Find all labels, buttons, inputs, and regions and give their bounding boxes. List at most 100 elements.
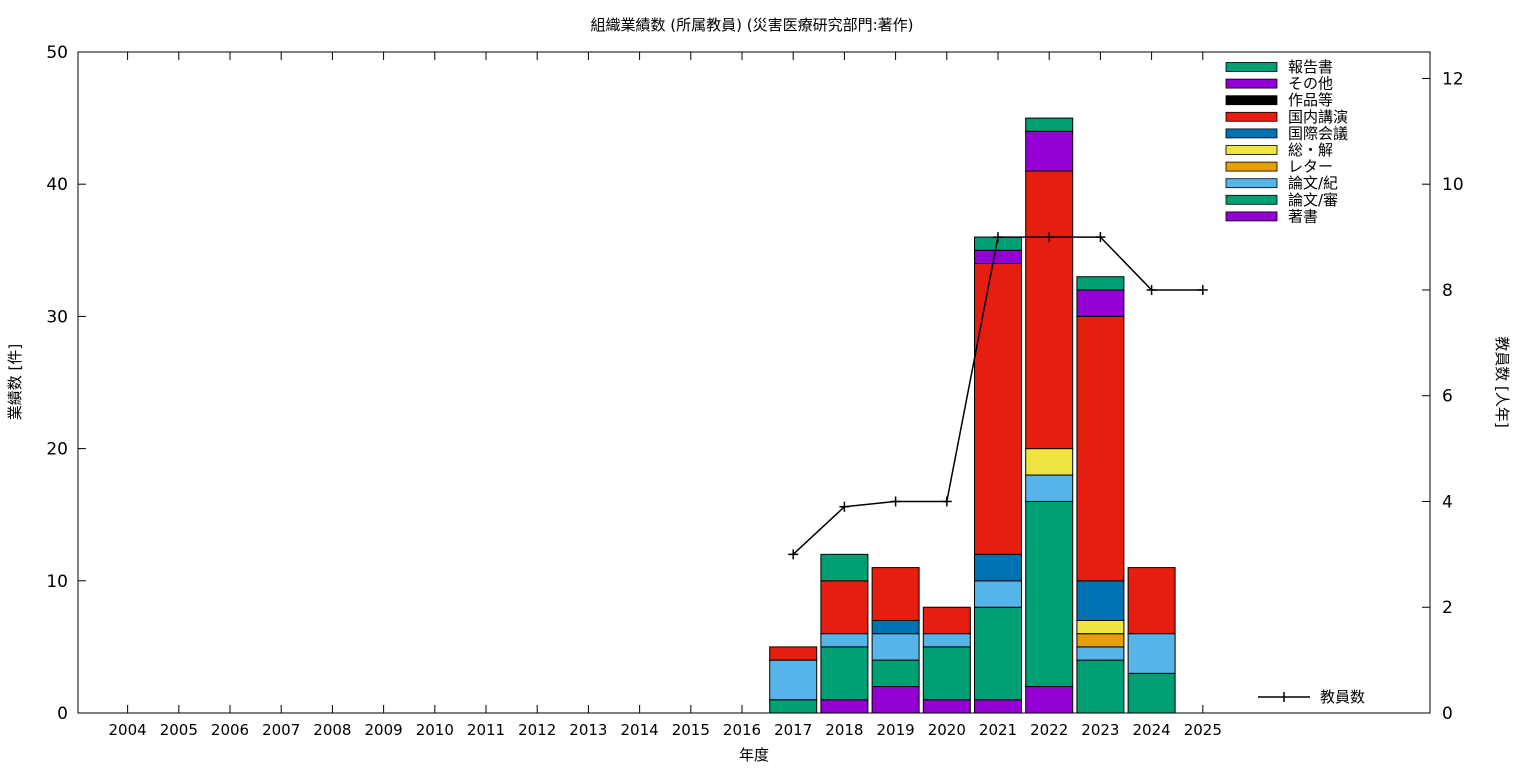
x-tick-label: 2004 (109, 721, 147, 739)
bar-segment (1076, 315, 1125, 582)
bar-segment (1127, 633, 1176, 674)
bar-segment (1076, 289, 1125, 317)
bar-segment (974, 263, 1022, 555)
bar-segment (1025, 170, 1074, 450)
bar-segment (871, 633, 920, 661)
bar-segment (1076, 659, 1125, 714)
bar-segment (871, 619, 920, 635)
x-tick-label: 2021 (979, 721, 1017, 739)
bar-segment (1076, 646, 1125, 661)
legend-label: 国内講演 (1288, 108, 1348, 126)
x-tick-label: 2017 (774, 721, 812, 739)
x-tick-label: 2025 (1184, 721, 1222, 739)
y-tick-label: 50 (46, 43, 68, 63)
x-tick-label: 2023 (1081, 721, 1119, 739)
bar-segment (922, 699, 971, 714)
bar-segment (1076, 580, 1125, 621)
line-legend-label: 教員数 (1320, 688, 1365, 706)
y2-tick-label: 2 (1442, 598, 1453, 618)
y2-axis-label: 教員数 [人年] (1493, 336, 1511, 427)
y-axis: 0 10 20 30 40 50 (46, 43, 86, 724)
x-tick-label: 2011 (467, 721, 505, 739)
x-tick-label: 2013 (569, 721, 607, 739)
legend-swatch (1225, 145, 1278, 155)
legend-swatch (1225, 178, 1278, 189)
legend-swatch (1225, 62, 1278, 72)
bar-segment (769, 659, 818, 701)
bar-segment (820, 580, 869, 635)
x-tick-label: 2010 (416, 721, 454, 739)
legend-swatch (1225, 95, 1278, 106)
y2-axis: 0 2 4 6 8 10 12 (1422, 69, 1464, 724)
bar-segment (974, 249, 1022, 265)
y2-tick-label: 4 (1442, 492, 1453, 512)
bar-segment (1025, 500, 1074, 688)
bar-segment (1076, 633, 1125, 648)
bar-segment (1076, 276, 1125, 291)
legend-label: 論文/紀 (1288, 174, 1338, 192)
y2-tick-label: 8 (1442, 281, 1453, 301)
legend-swatch (1225, 211, 1278, 222)
bar-segment (974, 699, 1022, 714)
x-tick-label: 2015 (672, 721, 710, 739)
x-tick-label: 2020 (928, 721, 966, 739)
plot-frame (77, 51, 1431, 714)
bar-segment (1025, 474, 1074, 502)
legend-swatch (1225, 128, 1278, 139)
y-tick-label: 10 (46, 572, 68, 592)
y2-tick-label: 10 (1442, 175, 1464, 195)
x-axis: 2004 2005 2006 2007 2008 2009 2010 2011 2012 2013… (109, 52, 1222, 739)
bar-segment (1025, 448, 1074, 476)
staff-line (788, 232, 1208, 560)
y-tick-label: 20 (46, 440, 68, 460)
x-axis-label: 年度 (739, 746, 769, 764)
legend-label: 国際会議 (1288, 124, 1348, 142)
x-tick-label: 2016 (723, 721, 761, 739)
chart-title: 組織業績数 (所属教員) (災害医療研究部門:著作) (590, 16, 913, 34)
x-tick-label: 2009 (365, 721, 403, 739)
x-tick-label: 2014 (621, 721, 659, 739)
bar-segment (1076, 619, 1125, 635)
legend-label: レター (1288, 158, 1333, 176)
bar-segment (1025, 117, 1074, 132)
x-tick-label: 2012 (518, 721, 556, 739)
bar-segment (1025, 130, 1074, 172)
y-tick-label: 40 (46, 175, 68, 195)
legend-swatch (1225, 78, 1278, 89)
bar-segment (820, 633, 869, 648)
y-axis-label: 業績数 [件] (6, 344, 24, 420)
legend-swatch (1225, 194, 1278, 205)
x-tick-label: 2024 (1133, 721, 1171, 739)
line-legend: 教員数 (1258, 688, 1365, 706)
bar-segment (871, 567, 920, 621)
y2-tick-label: 0 (1442, 704, 1453, 724)
bar-segment (871, 686, 920, 714)
legend-label: 総・解 (1288, 141, 1333, 159)
y-tick-label: 0 (57, 704, 68, 724)
legend-label: 作品等 (1288, 91, 1333, 109)
bar-segment (769, 646, 818, 661)
bar-segment (974, 606, 1022, 701)
legend-swatch (1225, 161, 1278, 172)
bar-segment (1127, 672, 1176, 714)
bar-segment (820, 553, 869, 582)
bar-segment (922, 606, 971, 635)
bar-segment (922, 646, 971, 701)
bar-segment (1025, 686, 1074, 714)
legend-label: 報告書 (1288, 58, 1333, 76)
x-tick-label: 2022 (1030, 721, 1068, 739)
bar-segment (922, 633, 971, 648)
legend-label: 著書 (1288, 207, 1318, 225)
bar-segment (820, 646, 869, 701)
x-tick-label: 2006 (211, 721, 249, 739)
x-tick-label: 2019 (877, 721, 915, 739)
bar-segment (1127, 567, 1176, 635)
x-tick-label: 2008 (313, 721, 351, 739)
bar-stacks (769, 117, 1176, 714)
y-tick-label: 30 (46, 307, 68, 327)
bar-segment (871, 659, 920, 688)
legend-label: その他 (1288, 75, 1333, 93)
bar-segment (769, 699, 818, 714)
